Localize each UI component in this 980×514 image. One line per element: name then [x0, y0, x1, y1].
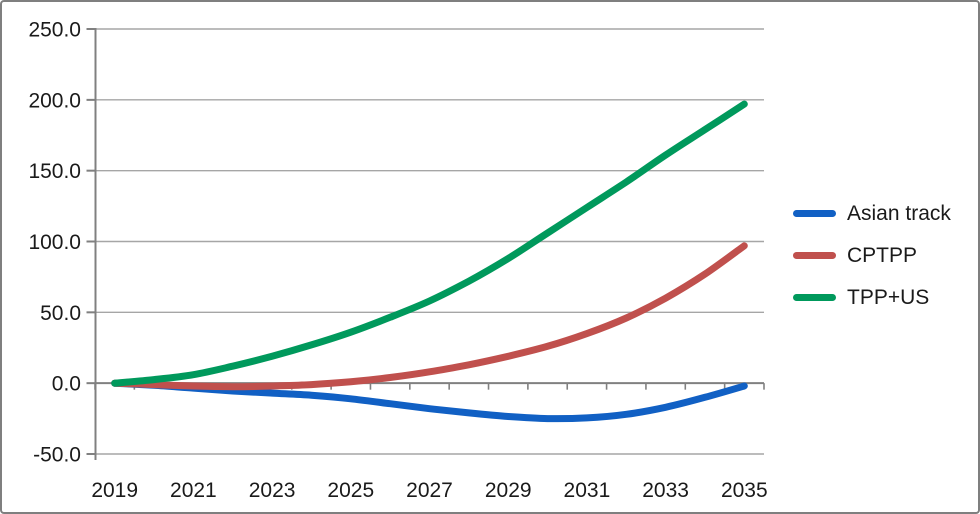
legend-swatch-asian-track [793, 210, 836, 217]
x-tick-label: 2035 [721, 479, 768, 502]
x-tick-label: 2021 [170, 479, 217, 502]
legend-swatch-tpp-us [793, 294, 836, 301]
series-line-cptpp [111, 242, 748, 391]
x-tick-label: 2019 [91, 479, 138, 502]
y-tick-label: 0.0 [52, 373, 81, 396]
series-line-tpp-us [111, 100, 748, 387]
x-tick-label: 2029 [485, 479, 532, 502]
x-tick-label: 2023 [249, 479, 296, 502]
series-line-asian-track [111, 379, 748, 423]
x-tick-label: 2031 [564, 479, 611, 502]
y-tick-label: -50.0 [33, 444, 81, 467]
x-tick-label: 2033 [642, 479, 689, 502]
axes [94, 28, 765, 460]
y-tick-label: 150.0 [28, 160, 81, 183]
legend-swatch-cptpp [793, 252, 836, 259]
legend-item-asian-track: Asian track [793, 199, 951, 228]
legend-item-cptpp: CPTPP [793, 241, 951, 270]
x-tick-label: 2025 [327, 479, 374, 502]
legend-label-asian-track: Asian track [847, 201, 951, 225]
y-tick-label: 250.0 [28, 19, 81, 42]
chart-legend: Asian track CPTPP TPP+US [793, 199, 951, 312]
x-axis-tick-labels: 2019 2021 2023 2025 2027 2029 2031 2033 2035 [91, 479, 767, 502]
legend-label-tpp-us: TPP+US [847, 285, 930, 309]
y-tick-label: 200.0 [28, 89, 81, 112]
x-tick-label: 2027 [406, 479, 453, 502]
legend-label-cptpp: CPTPP [847, 243, 918, 267]
y-axis-tick-labels: -50.0 0.0 50.0 100.0 150.0 200.0 250.0 [28, 19, 81, 467]
y-tick-label: 100.0 [28, 231, 81, 254]
legend-item-tpp-us: TPP+US [793, 283, 951, 312]
y-tick-label: 50.0 [40, 302, 81, 325]
